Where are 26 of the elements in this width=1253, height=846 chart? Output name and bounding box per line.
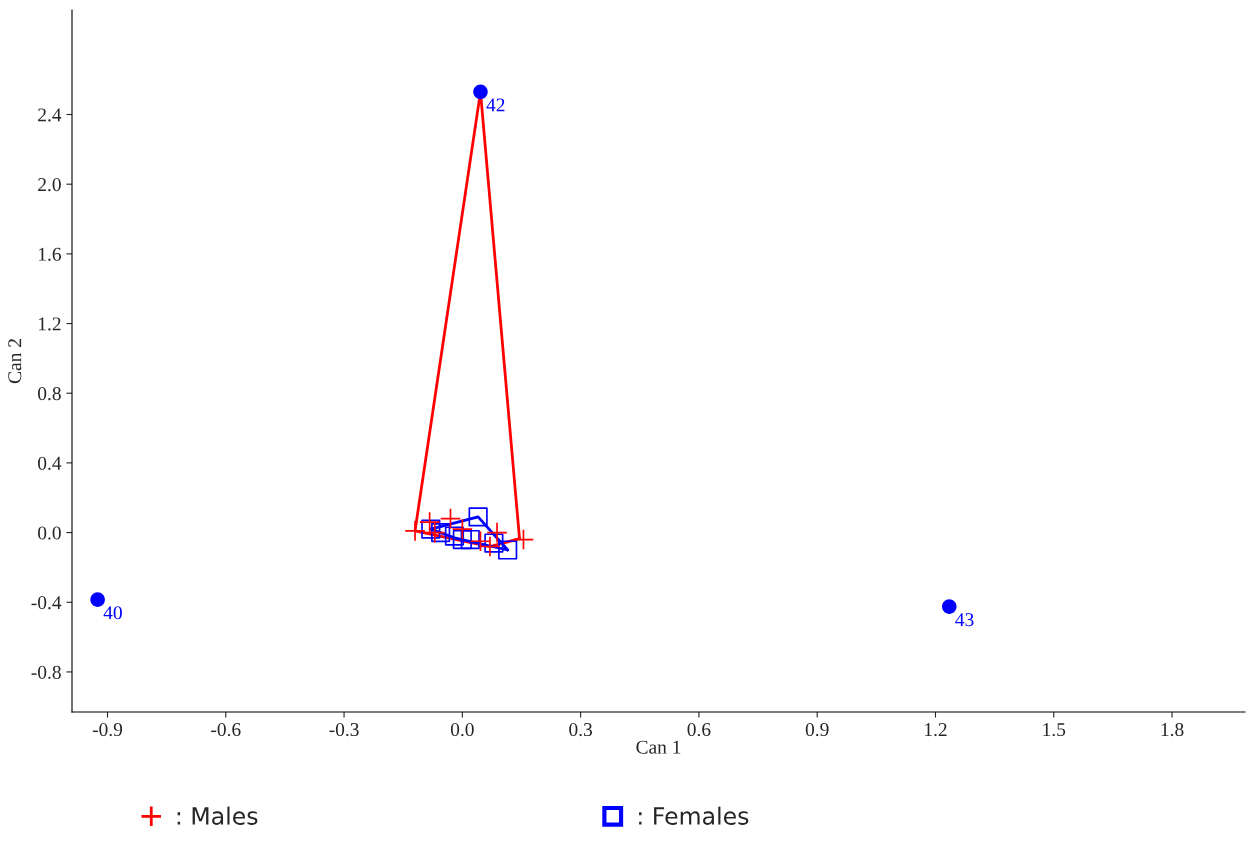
x-tick-label: 0.9 [805,722,829,737]
x-tick-label: -0.6 [211,722,241,737]
y-tick-label: 0.4 [38,456,62,470]
x-axis-title: Can 1 [636,740,681,754]
x-tick-label: 0.6 [687,722,711,737]
legend-label: : Males [177,806,258,825]
x-tick-label: 1.5 [1043,723,1066,737]
annotation: 40 [103,606,122,620]
y-tick-label: 0.8 [38,387,61,401]
x-tick-label: -0.9 [92,722,123,737]
y-tick-label: -0.4 [31,596,62,610]
y-tick-label: 1.2 [38,317,61,331]
x-tick-label: 0.0 [450,722,474,737]
x-tick-label: 1.2 [925,723,947,737]
y-tick-label: 1.6 [38,247,61,261]
y-tick-label: 2.0 [38,178,61,192]
y-tick-label: -0.8 [31,665,61,679]
x-tick-label: -0.3 [329,722,359,737]
x-tick-label: 0.3 [569,722,593,737]
y-axis-title: Can 2 [8,339,22,384]
annotation: 42 [486,98,505,112]
annotation: 43 [955,613,974,627]
x-tick-label: 1.8 [1161,722,1184,737]
y-tick-label: 0.0 [38,526,61,540]
legend-label: : Females [639,806,749,825]
y-tick-label: 2.4 [38,108,62,122]
